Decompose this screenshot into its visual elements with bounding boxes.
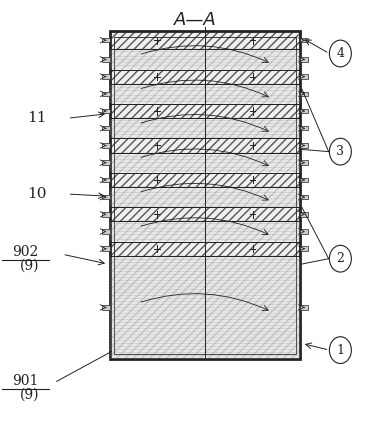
FancyBboxPatch shape [300, 212, 308, 216]
FancyBboxPatch shape [102, 109, 110, 113]
FancyBboxPatch shape [300, 229, 308, 234]
Bar [110, 118, 300, 138]
Circle shape [329, 40, 351, 67]
FancyBboxPatch shape [102, 143, 110, 148]
Text: 11: 11 [27, 111, 46, 125]
FancyBboxPatch shape [102, 195, 110, 199]
Bar [110, 138, 300, 153]
FancyBboxPatch shape [102, 91, 110, 96]
Bar [110, 256, 300, 359]
Text: 4: 4 [336, 47, 344, 60]
Bar [110, 104, 300, 118]
Text: A—A: A—A [175, 11, 217, 29]
Bar [110, 70, 300, 84]
FancyBboxPatch shape [300, 57, 308, 62]
Bar [110, 70, 300, 84]
Bar [110, 84, 300, 104]
FancyBboxPatch shape [102, 126, 110, 131]
FancyBboxPatch shape [300, 161, 308, 165]
Bar [110, 138, 300, 153]
FancyBboxPatch shape [102, 247, 110, 251]
Bar [110, 187, 300, 207]
FancyBboxPatch shape [102, 57, 110, 62]
Bar [110, 221, 300, 242]
FancyBboxPatch shape [300, 305, 308, 310]
FancyBboxPatch shape [300, 178, 308, 182]
Text: 902: 902 [12, 245, 39, 259]
Bar [110, 242, 300, 256]
Text: 901: 901 [12, 374, 39, 388]
Text: (9): (9) [19, 388, 39, 402]
FancyBboxPatch shape [102, 229, 110, 234]
Text: 3: 3 [336, 145, 344, 158]
FancyBboxPatch shape [300, 143, 308, 148]
FancyBboxPatch shape [300, 109, 308, 113]
FancyBboxPatch shape [102, 74, 110, 79]
FancyBboxPatch shape [102, 212, 110, 216]
FancyBboxPatch shape [300, 247, 308, 251]
Bar [110, 31, 300, 49]
Circle shape [329, 245, 351, 272]
Bar [110, 31, 300, 359]
Bar [110, 49, 300, 70]
Bar [110, 153, 300, 173]
Text: 10: 10 [27, 187, 46, 201]
Text: 2: 2 [336, 252, 344, 265]
Bar [110, 207, 300, 221]
Bar [110, 118, 300, 138]
Bar [110, 207, 300, 221]
Bar [110, 31, 300, 49]
FancyBboxPatch shape [300, 91, 308, 96]
FancyBboxPatch shape [102, 161, 110, 165]
Bar [110, 153, 300, 173]
FancyBboxPatch shape [300, 126, 308, 131]
FancyBboxPatch shape [300, 195, 308, 199]
Circle shape [329, 337, 351, 363]
Bar [110, 104, 300, 118]
Circle shape [329, 138, 351, 165]
Bar [110, 221, 300, 242]
Bar [110, 173, 300, 187]
Text: 1: 1 [336, 343, 344, 357]
Bar [110, 256, 300, 359]
Bar [110, 84, 300, 104]
Bar [110, 242, 300, 256]
FancyBboxPatch shape [102, 38, 110, 42]
Text: (9): (9) [19, 258, 39, 273]
Bar [110, 49, 300, 70]
Bar [114, 37, 296, 354]
FancyBboxPatch shape [300, 74, 308, 79]
FancyBboxPatch shape [102, 178, 110, 182]
FancyBboxPatch shape [102, 305, 110, 310]
Bar [110, 187, 300, 207]
FancyBboxPatch shape [300, 38, 308, 42]
Bar [110, 173, 300, 187]
